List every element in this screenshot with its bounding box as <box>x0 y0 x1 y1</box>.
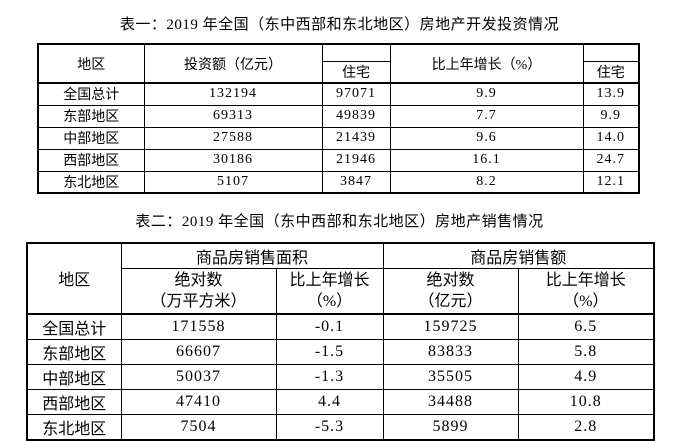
header-label: 比上年增长 <box>545 271 626 289</box>
investment-residential-cell: 49839 <box>321 104 391 128</box>
growth-residential-cell: 14.0 <box>582 126 640 150</box>
table-row: 全国总计 171558 -0.1 159725 6.5 <box>26 312 655 340</box>
growth-residential-cell: 13.9 <box>582 82 640 106</box>
table2-header-group-row: 地区 商品房销售面积 商品房销售额 <box>26 242 655 314</box>
table-row: 西部地区 47410 4.4 34488 10.8 <box>26 388 655 415</box>
area-abs-cell: 66607 <box>120 338 277 365</box>
growth-residential-cell: 9.9 <box>582 104 640 128</box>
t2-header-area-growth: 比上年增长 （%） <box>275 268 384 314</box>
header-unit: （亿元） <box>418 292 483 310</box>
amount-growth-cell: 2.8 <box>517 413 655 440</box>
amount-growth-cell: 10.8 <box>517 388 655 415</box>
table2-title: 表二：2019 年全国（东中西部和东北地区）房地产销售情况 <box>135 214 544 230</box>
area-abs-cell: 50037 <box>120 363 277 390</box>
region-cell: 西部地区 <box>26 388 122 415</box>
area-growth-cell: -5.3 <box>275 413 384 440</box>
table2-header-sub-row: 绝对数 （万平方米） 比上年增长 （%） 绝对数 （亿元） 比上年增长 （%） <box>27 268 655 314</box>
region-cell: 中部地区 <box>26 363 122 390</box>
amount-growth-cell: 4.9 <box>517 363 655 390</box>
t1-header-growth: 比上年增长（%） <box>389 43 584 84</box>
header-label: 绝对数 <box>426 271 475 289</box>
investment-residential-cell: 97071 <box>321 82 391 106</box>
table-row: 东北地区 5107 3847 8.2 12.1 <box>37 170 640 194</box>
t2-header-sales-amount-group: 商品房销售额 <box>382 242 655 269</box>
area-growth-cell: 4.4 <box>275 388 384 415</box>
table1-header-row-top: 地区 投资额（亿元） 比上年增长（%） <box>37 43 640 84</box>
table-row: 中部地区 27588 21439 9.6 14.0 <box>37 126 640 150</box>
t1-header-investment-residential: 住宅 <box>321 60 391 84</box>
investment-cell: 27588 <box>143 126 323 150</box>
region-cell: 全国总计 <box>26 312 122 340</box>
region-cell: 东北地区 <box>26 413 122 440</box>
growth-cell: 16.1 <box>389 148 584 172</box>
area-growth-cell: -0.1 <box>275 312 384 340</box>
amount-abs-cell: 83833 <box>382 338 519 365</box>
table-row: 全国总计 132194 97071 9.9 13.9 <box>37 82 640 106</box>
growth-residential-cell: 12.1 <box>582 170 640 194</box>
amount-abs-cell: 34488 <box>382 388 519 415</box>
t2-header-area-abs: 绝对数 （万平方米） <box>120 268 277 314</box>
growth-cell: 9.6 <box>389 126 584 150</box>
t1-header-investment: 投资额（亿元） <box>143 43 323 84</box>
growth-residential-cell: 24.7 <box>582 148 640 172</box>
header-label: 比上年增长 <box>289 271 370 289</box>
region-cell: 西部地区 <box>37 148 145 172</box>
table-row: 东部地区 66607 -1.5 83833 5.8 <box>26 338 655 365</box>
amount-abs-cell: 159725 <box>382 312 519 340</box>
t2-header-sales-area-group: 商品房销售面积 <box>120 242 384 269</box>
investment-cell: 30186 <box>143 148 323 172</box>
area-abs-cell: 47410 <box>120 388 277 415</box>
t2-header-amount-abs: 绝对数 （亿元） <box>382 268 519 314</box>
t1-header-growth-residential: 住宅 <box>582 60 640 84</box>
region-cell: 东部地区 <box>26 338 122 365</box>
t1-header-empty-1 <box>321 43 391 62</box>
amount-growth-cell: 6.5 <box>517 312 655 340</box>
area-abs-cell: 171558 <box>120 312 277 340</box>
table-row: 东北地区 7504 -5.3 5899 2.8 <box>26 413 655 440</box>
t1-header-empty-2 <box>582 43 640 62</box>
investment-cell: 132194 <box>143 82 323 106</box>
area-growth-cell: -1.3 <box>275 363 384 390</box>
table-row: 东部地区 69313 49839 7.7 9.9 <box>37 104 640 128</box>
amount-growth-cell: 5.8 <box>517 338 655 365</box>
t2-header-amount-growth: 比上年增长 （%） <box>517 268 655 314</box>
area-abs-cell: 7504 <box>120 413 277 440</box>
region-cell: 东部地区 <box>37 104 145 128</box>
amount-abs-cell: 35505 <box>382 363 519 390</box>
header-unit: （万平方米） <box>150 292 247 310</box>
header-unit: （%） <box>306 292 353 310</box>
table-row: 中部地区 50037 -1.3 35505 4.9 <box>26 363 655 390</box>
header-label: 绝对数 <box>174 271 223 289</box>
growth-cell: 8.2 <box>389 170 584 194</box>
investment-residential-cell: 21946 <box>321 148 391 172</box>
table-row: 西部地区 30186 21946 16.1 24.7 <box>37 148 640 172</box>
t2-header-region: 地区 <box>26 242 122 314</box>
region-cell: 东北地区 <box>37 170 145 194</box>
t1-header-region: 地区 <box>37 43 145 84</box>
table1-title: 表一：2019 年全国（东中西部和东北地区）房地产开发投资情况 <box>119 17 560 33</box>
region-cell: 全国总计 <box>37 82 145 106</box>
growth-cell: 9.9 <box>389 82 584 106</box>
growth-cell: 7.7 <box>389 104 584 128</box>
investment-table: 地区 投资额（亿元） 比上年增长（%） 住宅 住宅 全国总计 132194 97… <box>37 43 640 194</box>
sales-table: 地区 商品房销售面积 商品房销售额 绝对数 （万平方米） 比上年增长 （%） 绝… <box>26 242 656 441</box>
investment-residential-cell: 3847 <box>321 170 391 194</box>
investment-cell: 69313 <box>143 104 323 128</box>
amount-abs-cell: 5899 <box>382 413 519 440</box>
header-unit: （%） <box>563 292 609 310</box>
area-growth-cell: -1.5 <box>275 338 384 365</box>
investment-residential-cell: 21439 <box>321 126 391 150</box>
investment-cell: 5107 <box>143 170 323 194</box>
region-cell: 中部地区 <box>37 126 145 150</box>
